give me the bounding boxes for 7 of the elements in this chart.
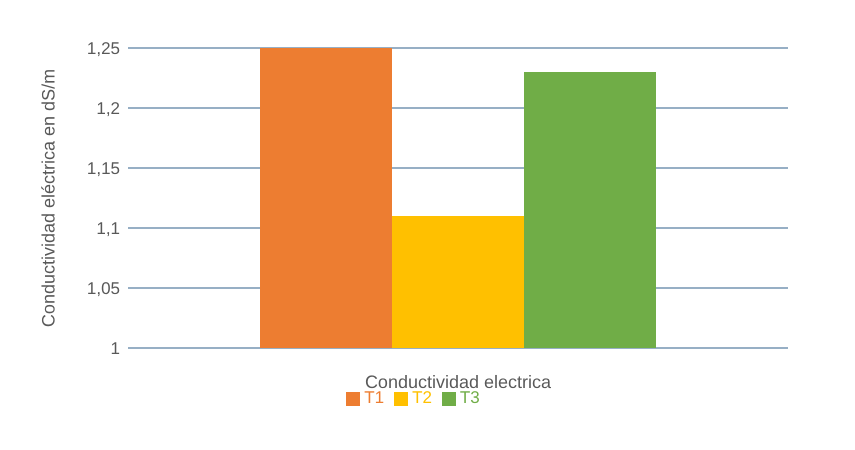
y-tick-label: 1,1 bbox=[96, 219, 120, 238]
y-tick-label: 1 bbox=[110, 339, 120, 358]
y-tick-label: 1,15 bbox=[86, 159, 120, 178]
y-axis-title: Conductividad eléctrica en dS/m bbox=[38, 68, 58, 328]
y-tick-label: 1,25 bbox=[86, 39, 120, 58]
y-tick-label: 1,2 bbox=[96, 99, 120, 118]
y-tick-label: 1,05 bbox=[86, 279, 120, 298]
